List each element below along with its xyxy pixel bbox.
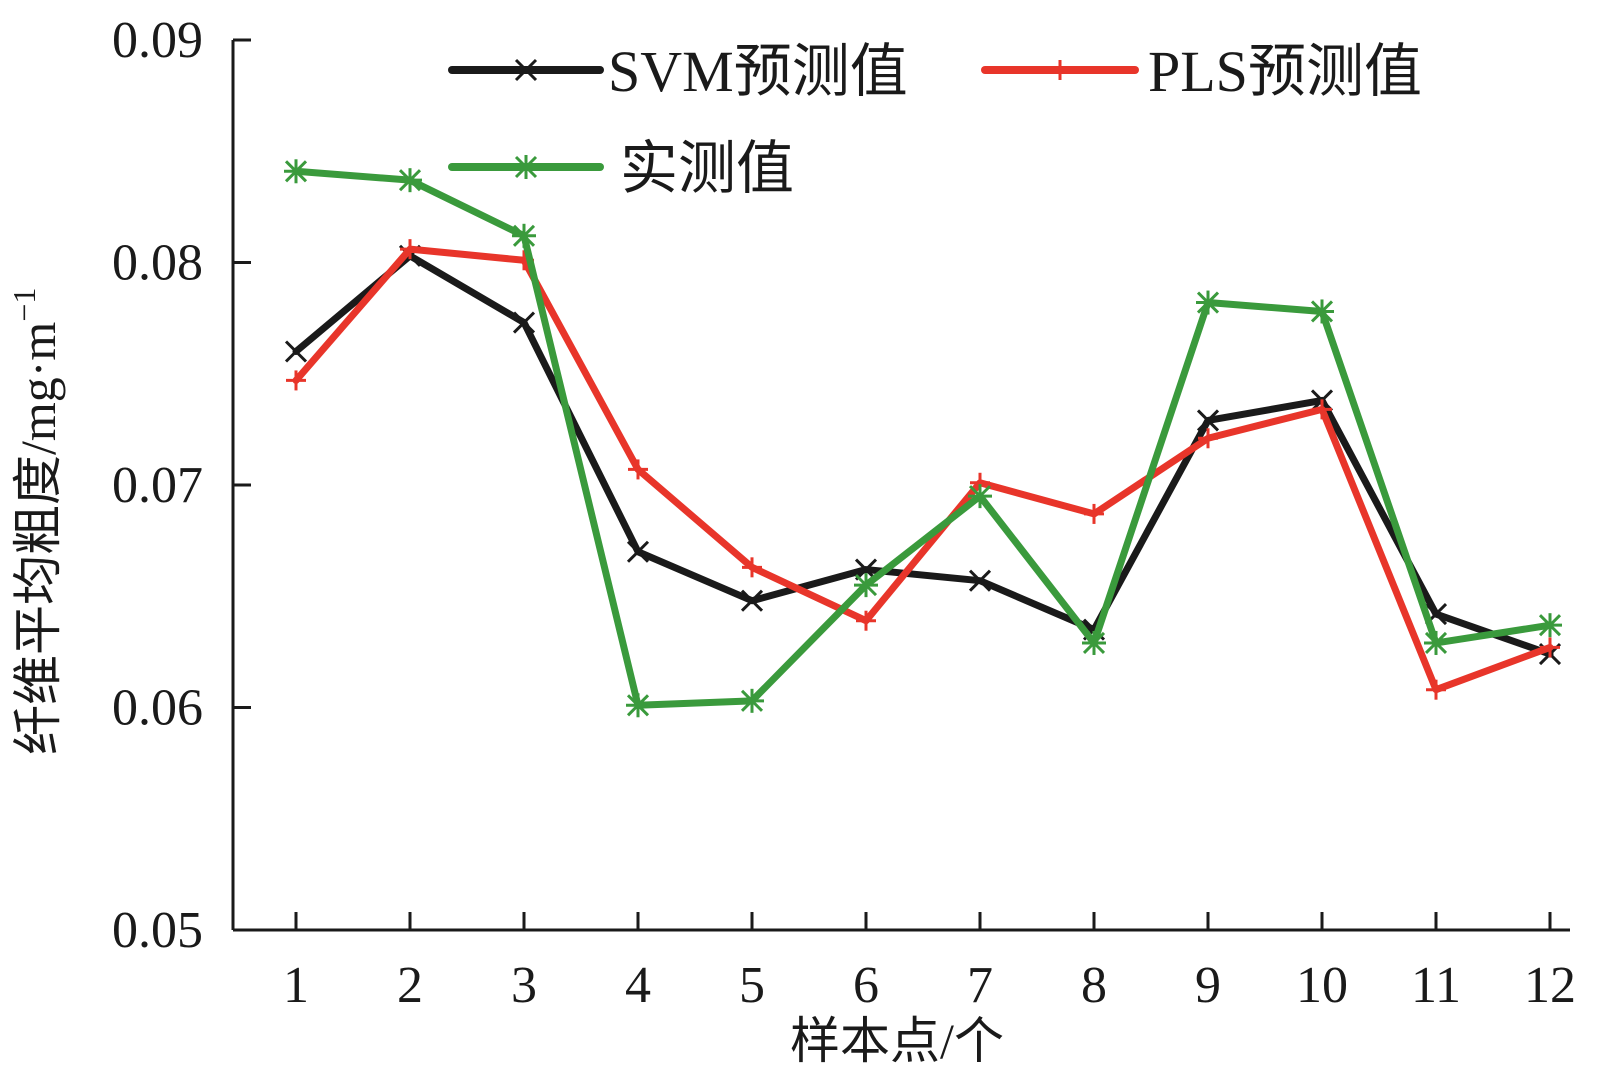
data-point: [1196, 290, 1220, 315]
x-tick-label: 9: [1195, 957, 1221, 1014]
ticks: 0.050.060.070.080.091 2 3 4 5 6 7 8 9 10 11 12: [112, 12, 1576, 1014]
data-point: [740, 688, 764, 713]
legend-marker: [514, 155, 538, 179]
data-point: [968, 484, 992, 509]
legend-marker: [1050, 60, 1070, 80]
x-tick-label: 3: [511, 957, 537, 1014]
x-tick-label: 12: [1524, 957, 1576, 1014]
y-axis-title: 纤维平均粗度/mg·m−1: [6, 288, 66, 755]
data-point: [398, 168, 422, 193]
x-tick-label: 5: [739, 957, 765, 1014]
data-point: [968, 569, 992, 592]
y-axis-title-superscript: −1: [6, 288, 42, 322]
data-point: [284, 340, 308, 363]
series-3: [284, 159, 1562, 718]
x-tick-label: 10: [1296, 957, 1348, 1014]
data-point: [512, 311, 536, 334]
data-point: [1198, 428, 1218, 449]
data-point: [512, 223, 536, 248]
data-point: [1196, 409, 1220, 432]
y-tick-label: 0.06: [112, 680, 203, 737]
data-point: [400, 239, 420, 260]
data-point: [1310, 299, 1334, 324]
data-point: [286, 370, 306, 391]
x-tick-label: 2: [397, 957, 423, 1014]
y-axis-title-main: 纤维平均粗度/mg·m: [10, 322, 66, 755]
series-line: [292, 252, 1554, 658]
x-tick-label: 7: [967, 957, 993, 1014]
legend-marker: [514, 58, 538, 82]
series: [284, 159, 1562, 718]
y-tick-label: 0.09: [112, 12, 203, 69]
x-tick-label: 1: [283, 957, 309, 1014]
legend-item: SVM预测值: [448, 39, 908, 104]
legend-label: 实测值: [620, 136, 794, 201]
data-point: [1424, 630, 1448, 655]
data-point: [1540, 637, 1560, 658]
legend-item: PLS预测值: [981, 39, 1422, 104]
series-2: [286, 239, 1560, 700]
data-point: [626, 693, 650, 718]
data-point: [1084, 503, 1104, 524]
data-point: [284, 159, 308, 184]
x-tick-label: 6: [853, 957, 879, 1014]
series-1: [284, 244, 1562, 666]
x-axis-title: 样本点/个: [790, 1013, 1004, 1069]
data-point: [740, 589, 764, 612]
legend-label: PLS预测值: [1148, 39, 1422, 104]
y-tick-label: 0.07: [112, 457, 203, 514]
data-point: [856, 610, 876, 631]
x-tick-label: 11: [1411, 957, 1461, 1014]
data-point: [1312, 399, 1332, 420]
series-line: [292, 167, 1554, 709]
x-tick-label: 8: [1081, 957, 1107, 1014]
data-point: [628, 459, 648, 480]
legend-item: 实测值: [448, 136, 794, 201]
x-tick-label: 4: [625, 957, 651, 1014]
y-tick-label: 0.05: [112, 902, 203, 959]
data-point: [742, 557, 762, 578]
data-point: [626, 540, 650, 563]
data-point: [1082, 630, 1106, 655]
y-tick-label: 0.08: [112, 235, 203, 292]
series-line: [292, 245, 1554, 694]
data-point: [1538, 613, 1562, 638]
data-point: [1426, 679, 1446, 700]
data-point: [854, 573, 878, 598]
axis-titles: 样本点/个 纤维平均粗度/mg·m−1: [6, 288, 1004, 1069]
legend-label: SVM预测值: [608, 39, 908, 104]
